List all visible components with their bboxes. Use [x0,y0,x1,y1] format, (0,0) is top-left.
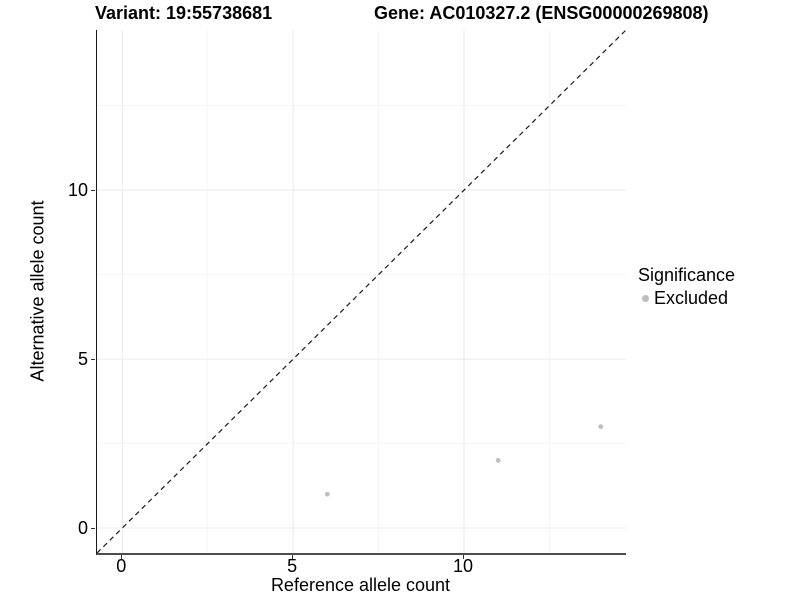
plot-title-variant: Variant: 19:55738681 [95,3,273,23]
y-axis-title: Alternative allele count [27,200,48,382]
x-axis-tick-label: 10 [453,556,474,576]
legend-item-label: Excluded [654,288,729,308]
y-axis-tick-label: 0 [77,517,88,538]
y-axis-tick-label: 10 [67,180,88,201]
data-point [598,424,604,430]
x-axis-tick-mark [463,555,465,559]
legend-title: Significance [638,265,736,285]
plot-canvas [97,30,626,553]
data-point [495,458,501,463]
y-axis-tick-label: 5 [77,349,88,370]
x-axis-tick-mark [121,555,123,559]
x-axis-tick-label: 0 [116,556,127,576]
plot-panel [96,30,626,555]
y-axis-tick-mark [91,527,95,529]
y-axis-tick-mark [91,190,95,192]
x-axis-tick-label: 5 [287,556,298,576]
plot-title-gene: Gene: AC010327.2 (ENSG00000269808) [374,3,709,23]
legend-point-icon [642,294,649,302]
x-axis-tick-mark [292,555,294,559]
y-axis-tick-mark [91,359,95,361]
identity-line [97,30,626,553]
legend: Significance Excluded [638,264,735,308]
legend-item-excluded: Excluded [638,288,735,308]
x-axis-title: Reference allele count [270,575,451,595]
data-point [324,491,330,497]
